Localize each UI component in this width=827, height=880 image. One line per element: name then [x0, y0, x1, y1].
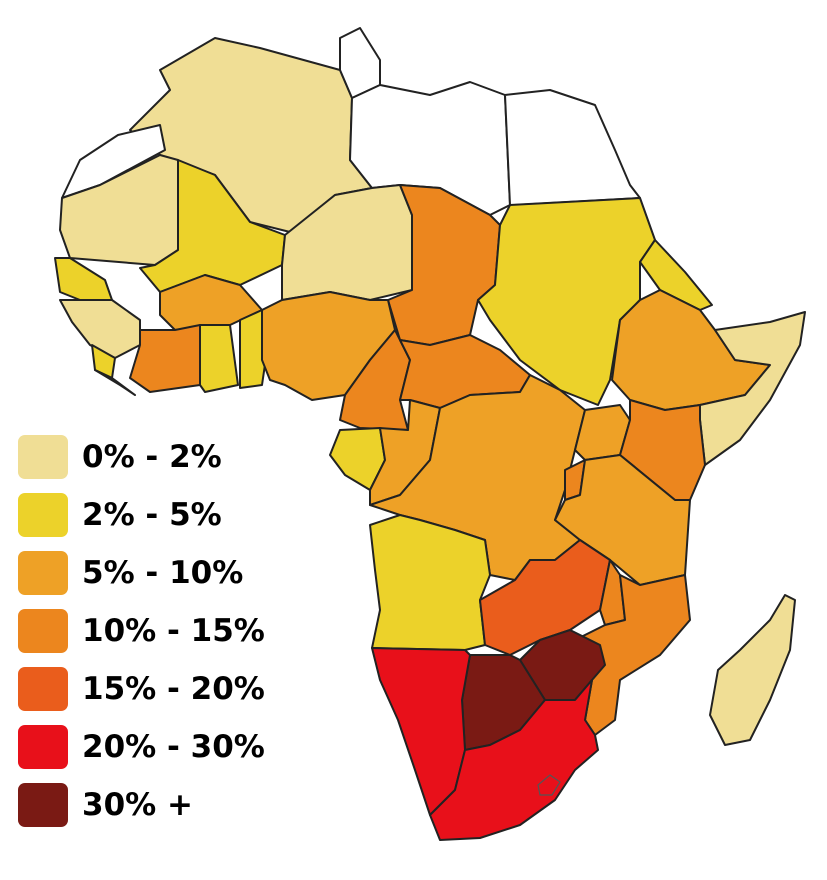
- legend: 0% - 2% 2% - 5% 5% - 10% 10% - 15% 15% -…: [18, 428, 265, 834]
- legend-item: 2% - 5%: [18, 486, 265, 544]
- legend-label: 10% - 15%: [82, 613, 265, 649]
- region-kenya: [619, 399, 706, 501]
- legend-item: 5% - 10%: [18, 544, 265, 602]
- legend-item: 20% - 30%: [18, 718, 265, 776]
- legend-swatch: [18, 783, 68, 827]
- legend-swatch: [18, 435, 68, 479]
- region-guinea: [59, 299, 141, 359]
- region-madagascar: [709, 594, 796, 746]
- region-south-africa: [429, 679, 599, 841]
- region-liberia-coast: [94, 369, 136, 396]
- region-libya-egypt: [504, 89, 641, 206]
- legend-label: 2% - 5%: [82, 497, 222, 533]
- legend-item: 0% - 2%: [18, 428, 265, 486]
- region-angola: [369, 514, 491, 651]
- region-cameroon: [339, 329, 411, 431]
- region-senegal: [54, 257, 113, 301]
- legend-swatch: [18, 609, 68, 653]
- region-algeria-main: [349, 81, 511, 216]
- region-cote-divoire: [129, 324, 201, 393]
- legend-label: 0% - 2%: [82, 439, 222, 475]
- region-lesotho: [537, 774, 561, 796]
- legend-label: 5% - 10%: [82, 555, 244, 591]
- legend-item: 30% +: [18, 776, 265, 834]
- legend-swatch: [18, 725, 68, 769]
- legend-item: 10% - 15%: [18, 602, 265, 660]
- legend-label: 20% - 30%: [82, 729, 265, 765]
- legend-label: 15% - 20%: [82, 671, 265, 707]
- legend-swatch: [18, 493, 68, 537]
- region-tanzania: [554, 454, 691, 586]
- region-ghana: [199, 324, 239, 393]
- legend-label: 30% +: [82, 787, 193, 823]
- legend-item: 15% - 20%: [18, 660, 265, 718]
- legend-swatch: [18, 551, 68, 595]
- legend-swatch: [18, 667, 68, 711]
